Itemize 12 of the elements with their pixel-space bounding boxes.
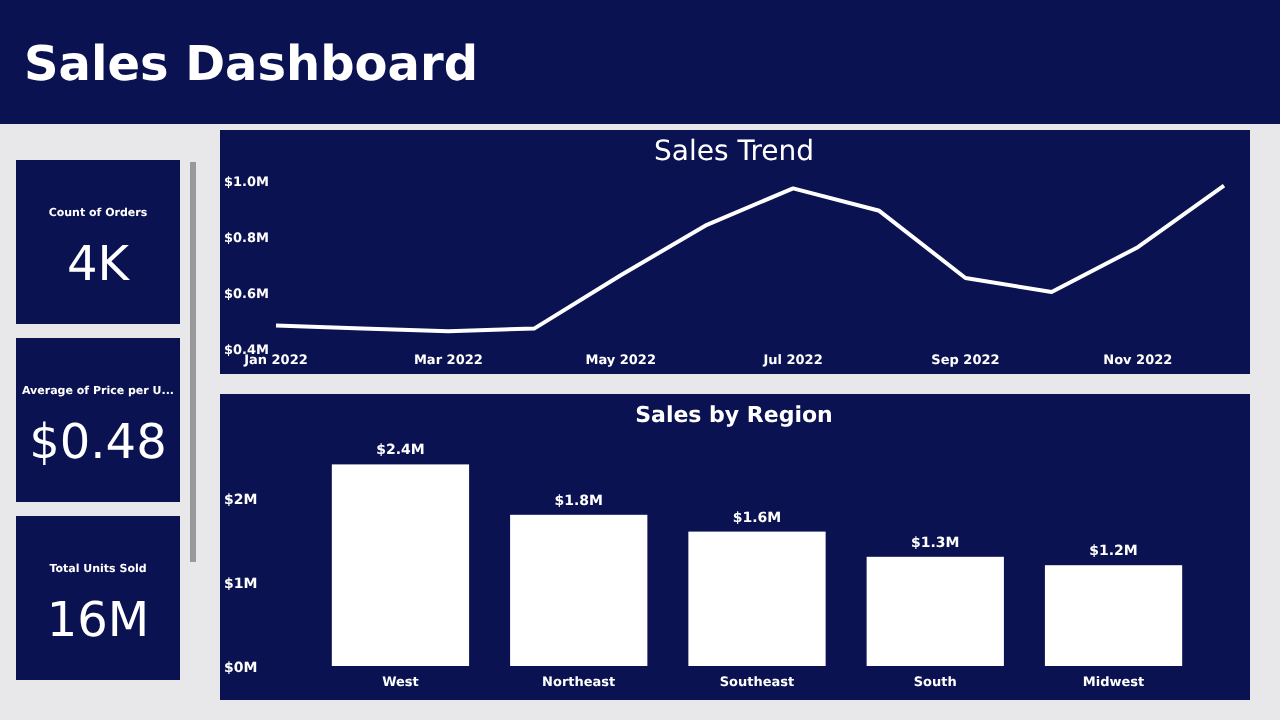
text: Sales Dashboard [24,36,478,92]
chart-title: Sales Trend [653,136,815,168]
text: $0.48 [29,414,167,470]
bar [866,556,1004,666]
bar [1044,565,1183,666]
bar [688,531,826,666]
text: 16M [46,592,150,648]
bar [331,464,470,666]
line-series [274,183,1226,334]
text: 4K [66,236,132,292]
chart-title: Sales by Region [635,402,833,428]
bar [510,514,648,666]
